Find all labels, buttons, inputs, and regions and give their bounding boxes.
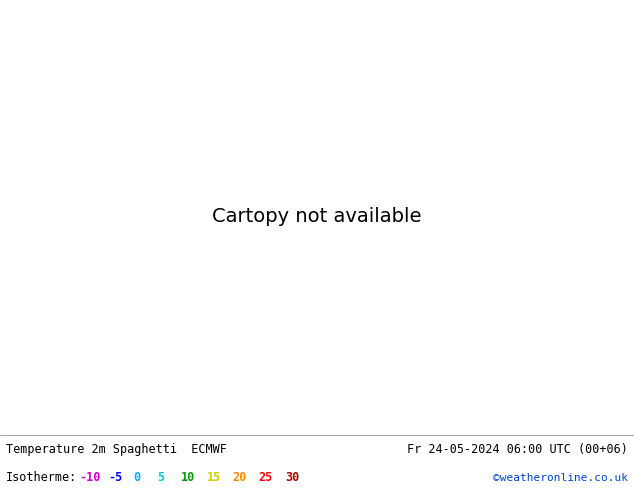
Text: 5: 5 <box>157 471 164 484</box>
Text: 10: 10 <box>181 471 195 484</box>
Text: 25: 25 <box>259 471 273 484</box>
Text: Isotherme:: Isotherme: <box>6 471 77 484</box>
Text: -5: -5 <box>108 471 122 484</box>
Text: 0: 0 <box>133 471 140 484</box>
Text: 20: 20 <box>232 471 246 484</box>
Text: 30: 30 <box>285 471 299 484</box>
Text: Temperature 2m Spaghetti  ECMWF: Temperature 2m Spaghetti ECMWF <box>6 443 227 456</box>
Text: -10: -10 <box>79 471 101 484</box>
Text: ©weatheronline.co.uk: ©weatheronline.co.uk <box>493 472 628 483</box>
Text: Fr 24-05-2024 06:00 UTC (00+06): Fr 24-05-2024 06:00 UTC (00+06) <box>407 443 628 456</box>
Text: 15: 15 <box>207 471 221 484</box>
Text: Cartopy not available: Cartopy not available <box>212 207 422 226</box>
